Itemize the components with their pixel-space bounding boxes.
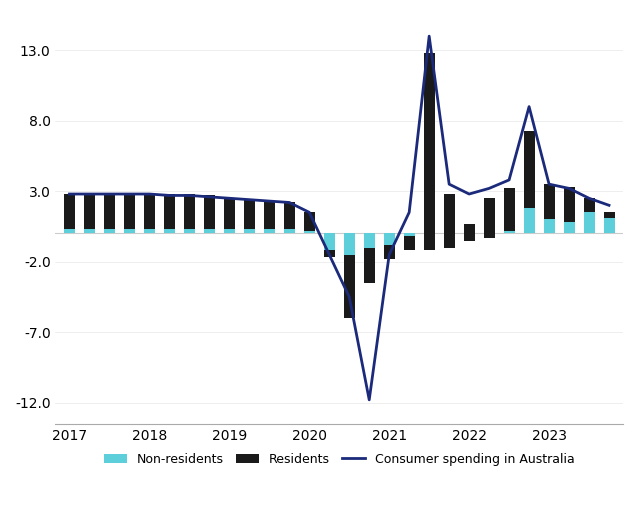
- Consumer spending in Australia: [205, 194, 213, 200]
- Consumer spending in Australia: [165, 192, 173, 198]
- Bar: [144, 229, 155, 233]
- Bar: [344, 254, 355, 318]
- Consumer spending in Australia: [145, 191, 153, 197]
- Legend: Non-residents, Residents, Consumer spending in Australia: Non-residents, Residents, Consumer spend…: [99, 448, 579, 471]
- Bar: [503, 231, 515, 233]
- Bar: [64, 194, 75, 229]
- Consumer spending in Australia: [525, 104, 533, 110]
- Consumer spending in Australia: [66, 191, 73, 197]
- Line: Consumer spending in Australia: Consumer spending in Australia: [70, 36, 609, 400]
- Bar: [383, 233, 395, 245]
- Bar: [304, 231, 315, 233]
- Consumer spending in Australia: [85, 191, 93, 197]
- Bar: [563, 222, 575, 233]
- Bar: [604, 212, 614, 233]
- Bar: [84, 194, 95, 229]
- Bar: [323, 233, 335, 250]
- Consumer spending in Australia: [325, 251, 333, 258]
- Bar: [503, 188, 515, 231]
- Bar: [104, 194, 115, 229]
- Consumer spending in Australia: [345, 294, 353, 300]
- Consumer spending in Australia: [585, 195, 593, 201]
- Consumer spending in Australia: [405, 209, 413, 215]
- Bar: [263, 201, 275, 229]
- Bar: [204, 229, 215, 233]
- Bar: [544, 219, 554, 233]
- Bar: [344, 233, 355, 254]
- Consumer spending in Australia: [445, 181, 453, 187]
- Bar: [164, 194, 175, 229]
- Bar: [284, 229, 295, 233]
- Bar: [524, 131, 535, 208]
- Consumer spending in Australia: [306, 209, 313, 215]
- Bar: [383, 245, 395, 259]
- Bar: [464, 233, 475, 241]
- Bar: [244, 200, 255, 229]
- Consumer spending in Australia: [126, 191, 133, 197]
- Bar: [124, 229, 135, 233]
- Bar: [224, 229, 235, 233]
- Bar: [364, 248, 375, 283]
- Consumer spending in Australia: [385, 251, 393, 258]
- Consumer spending in Australia: [545, 181, 553, 187]
- Bar: [464, 224, 475, 241]
- Bar: [364, 233, 375, 248]
- Bar: [64, 229, 75, 233]
- Consumer spending in Australia: [265, 198, 273, 204]
- Consumer spending in Australia: [465, 191, 473, 197]
- Bar: [104, 229, 115, 233]
- Bar: [443, 233, 455, 248]
- Bar: [584, 212, 595, 233]
- Consumer spending in Australia: [505, 177, 513, 183]
- Consumer spending in Australia: [246, 197, 253, 203]
- Consumer spending in Australia: [106, 191, 114, 197]
- Bar: [404, 236, 415, 250]
- Bar: [424, 53, 434, 250]
- Consumer spending in Australia: [225, 195, 233, 201]
- Consumer spending in Australia: [426, 33, 433, 39]
- Bar: [144, 194, 155, 229]
- Bar: [544, 184, 554, 219]
- Bar: [284, 202, 295, 229]
- Bar: [563, 187, 575, 222]
- Bar: [484, 233, 494, 238]
- Bar: [184, 194, 195, 229]
- Bar: [424, 233, 434, 250]
- Bar: [404, 233, 415, 250]
- Bar: [584, 198, 595, 212]
- Bar: [524, 208, 535, 233]
- Bar: [84, 229, 95, 233]
- Consumer spending in Australia: [486, 185, 493, 192]
- Bar: [323, 250, 335, 258]
- Bar: [244, 229, 255, 233]
- Bar: [263, 229, 275, 233]
- Bar: [164, 229, 175, 233]
- Bar: [204, 195, 215, 229]
- Consumer spending in Australia: [285, 199, 293, 205]
- Bar: [124, 194, 135, 229]
- Consumer spending in Australia: [565, 185, 573, 192]
- Bar: [443, 194, 455, 248]
- Consumer spending in Australia: [186, 192, 193, 198]
- Bar: [224, 198, 235, 229]
- Bar: [484, 198, 494, 238]
- Consumer spending in Australia: [605, 202, 613, 209]
- Consumer spending in Australia: [366, 397, 373, 403]
- Bar: [604, 212, 614, 218]
- Bar: [184, 229, 195, 233]
- Bar: [304, 212, 315, 231]
